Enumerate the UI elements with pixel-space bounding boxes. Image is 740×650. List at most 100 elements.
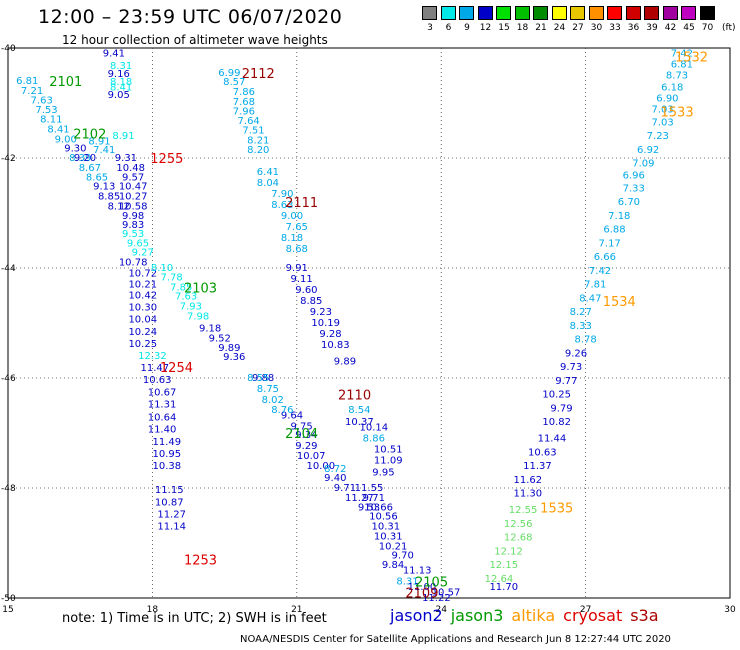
wave-height-point: 10.31 bbox=[374, 531, 403, 542]
wave-height-point: 9.34 bbox=[295, 430, 317, 441]
wave-height-point: 7.90 bbox=[271, 189, 293, 200]
wave-height-point: 9.40 bbox=[324, 473, 346, 484]
wave-height-point: 6.88 bbox=[603, 225, 625, 236]
wave-height-point: 11.09 bbox=[374, 456, 403, 467]
wave-height-point: 10.07 bbox=[297, 451, 326, 462]
pass-number-label: 2109 bbox=[405, 587, 438, 602]
legend-swatch bbox=[440, 6, 456, 20]
footer-credit: NOAA/NESDIS Center for Satellite Applica… bbox=[240, 634, 671, 645]
legend-swatch bbox=[477, 6, 493, 20]
wave-height-point: 10.24 bbox=[128, 327, 157, 338]
legend-swatch bbox=[588, 6, 604, 20]
satellite-label: altika bbox=[511, 606, 556, 625]
legend-swatch bbox=[551, 6, 567, 20]
legend-swatch-label: 18 bbox=[516, 23, 529, 33]
page-subtitle: 12 hour collection of altimeter wave hei… bbox=[62, 33, 328, 47]
wave-height-point: 8.21 bbox=[247, 135, 269, 146]
wave-height-point: 8.47 bbox=[579, 293, 601, 304]
satellite-label: jason3 bbox=[450, 606, 504, 625]
wave-height-point: 8.55 bbox=[247, 373, 269, 384]
wave-height-point: 9.18 bbox=[199, 324, 221, 335]
wave-height-point: 9.89 bbox=[218, 343, 240, 354]
wave-height-point: 12.55 bbox=[509, 505, 538, 516]
wave-height-point: 8.11 bbox=[40, 115, 62, 126]
wave-height-point: 10.67 bbox=[148, 387, 177, 398]
wave-height-point: 12.56 bbox=[504, 519, 533, 530]
legend-swatch-label: 15 bbox=[498, 23, 510, 33]
wave-height-point: 9.91 bbox=[286, 263, 308, 274]
wave-height-point: 7.63 bbox=[175, 292, 197, 303]
wave-height-point: 10.48 bbox=[116, 163, 145, 174]
wave-height-point: 6.66 bbox=[594, 252, 616, 263]
pass-number-label: 2110 bbox=[338, 389, 371, 404]
wave-height-point: 8.76 bbox=[271, 405, 293, 416]
wave-height-point: 8.18 bbox=[110, 77, 132, 88]
wave-height-point: 12.12 bbox=[494, 546, 523, 557]
wave-height-point: 9.52 bbox=[209, 333, 231, 344]
wave-height-point: 10.56 bbox=[369, 512, 398, 523]
wave-height-point: 10.87 bbox=[155, 497, 184, 508]
wave-height-point: 10.72 bbox=[128, 269, 157, 280]
wave-height-point: 8.65 bbox=[86, 172, 108, 183]
x-tick-label: 15 bbox=[2, 605, 13, 615]
wave-height-point: 8.54 bbox=[348, 405, 370, 416]
pass-number-label: 2104 bbox=[285, 427, 318, 442]
legend-unit: (ft) bbox=[722, 23, 736, 33]
pass-number-label: 1255 bbox=[150, 152, 183, 167]
wave-height-point: 9.71 bbox=[334, 483, 356, 494]
wave-height-point: 9.89 bbox=[334, 357, 356, 368]
legend-swatch-label: 3 bbox=[427, 23, 433, 33]
wave-height-point: 9.73 bbox=[560, 362, 582, 373]
legend-swatch-label: 30 bbox=[590, 23, 603, 33]
wave-height-point: 12.15 bbox=[489, 560, 518, 571]
page-title: 12:00 – 23:59 UTC 06/07/2020 bbox=[38, 6, 343, 28]
wave-height-point: 9.00 bbox=[281, 211, 303, 222]
wave-height-point: 6.96 bbox=[623, 171, 645, 182]
y-tick-label: -40 bbox=[1, 44, 16, 54]
wave-height-point: 7.42 bbox=[671, 49, 693, 60]
wave-height-point: 10.31 bbox=[372, 522, 401, 533]
wave-height-point: 11.40 bbox=[148, 425, 177, 436]
legend-swatch bbox=[625, 6, 641, 20]
wave-height-point: 9.75 bbox=[290, 421, 312, 432]
legend-swatch-label: 12 bbox=[479, 23, 492, 33]
wave-height-point: 8.91 bbox=[112, 131, 134, 142]
wave-height-point: 6.41 bbox=[257, 167, 279, 178]
wave-height-point: 7.09 bbox=[632, 159, 654, 170]
wave-height-point: 9.95 bbox=[372, 468, 394, 479]
satellite-label: s3a bbox=[630, 606, 659, 625]
wave-height-point: 10.19 bbox=[311, 318, 340, 329]
wave-height-point: 11.27 bbox=[157, 509, 186, 520]
pass-number-label: 2102 bbox=[73, 127, 106, 142]
wave-height-point: 9.60 bbox=[295, 285, 317, 296]
wave-height-point: 11.22 bbox=[422, 593, 451, 604]
wave-height-point: 9.79 bbox=[550, 403, 572, 414]
wave-height-point: 9.83 bbox=[122, 220, 144, 231]
y-tick-label: -50 bbox=[1, 594, 16, 604]
legend-swatch-label: 42 bbox=[664, 23, 677, 33]
legend-swatch bbox=[459, 6, 474, 20]
pass-number-label: 2103 bbox=[184, 281, 217, 296]
wave-height-point: 10.57 bbox=[432, 588, 461, 599]
wave-height-point: 11.49 bbox=[153, 437, 182, 448]
wave-height-point: 8.57 bbox=[223, 77, 245, 88]
legend-swatch bbox=[607, 6, 622, 20]
wave-height-point: 11.47 bbox=[140, 363, 169, 374]
wave-height-point: 9.29 bbox=[295, 441, 317, 452]
wave-height-point: 6.92 bbox=[637, 145, 659, 156]
wave-height-point: 12.68 bbox=[504, 533, 533, 544]
wave-height-point: 11.55 bbox=[355, 483, 384, 494]
legend-swatch-label: 45 bbox=[683, 23, 695, 33]
wave-height-point: 10.64 bbox=[148, 413, 177, 424]
wave-height-point: 8.02 bbox=[262, 395, 284, 406]
wave-height-point: 8.10 bbox=[151, 263, 173, 274]
wave-height-point: 8.75 bbox=[257, 384, 279, 395]
legend-swatch-label: 39 bbox=[646, 23, 658, 33]
x-tick-label: 18 bbox=[147, 605, 159, 615]
wave-height-point: 8.20 bbox=[247, 145, 269, 156]
wave-height-point: 11.62 bbox=[514, 475, 543, 486]
wave-height-point: 10.78 bbox=[119, 258, 148, 269]
legend-swatch-label: 27 bbox=[572, 23, 584, 33]
pass-number-label: 1253 bbox=[184, 554, 217, 569]
